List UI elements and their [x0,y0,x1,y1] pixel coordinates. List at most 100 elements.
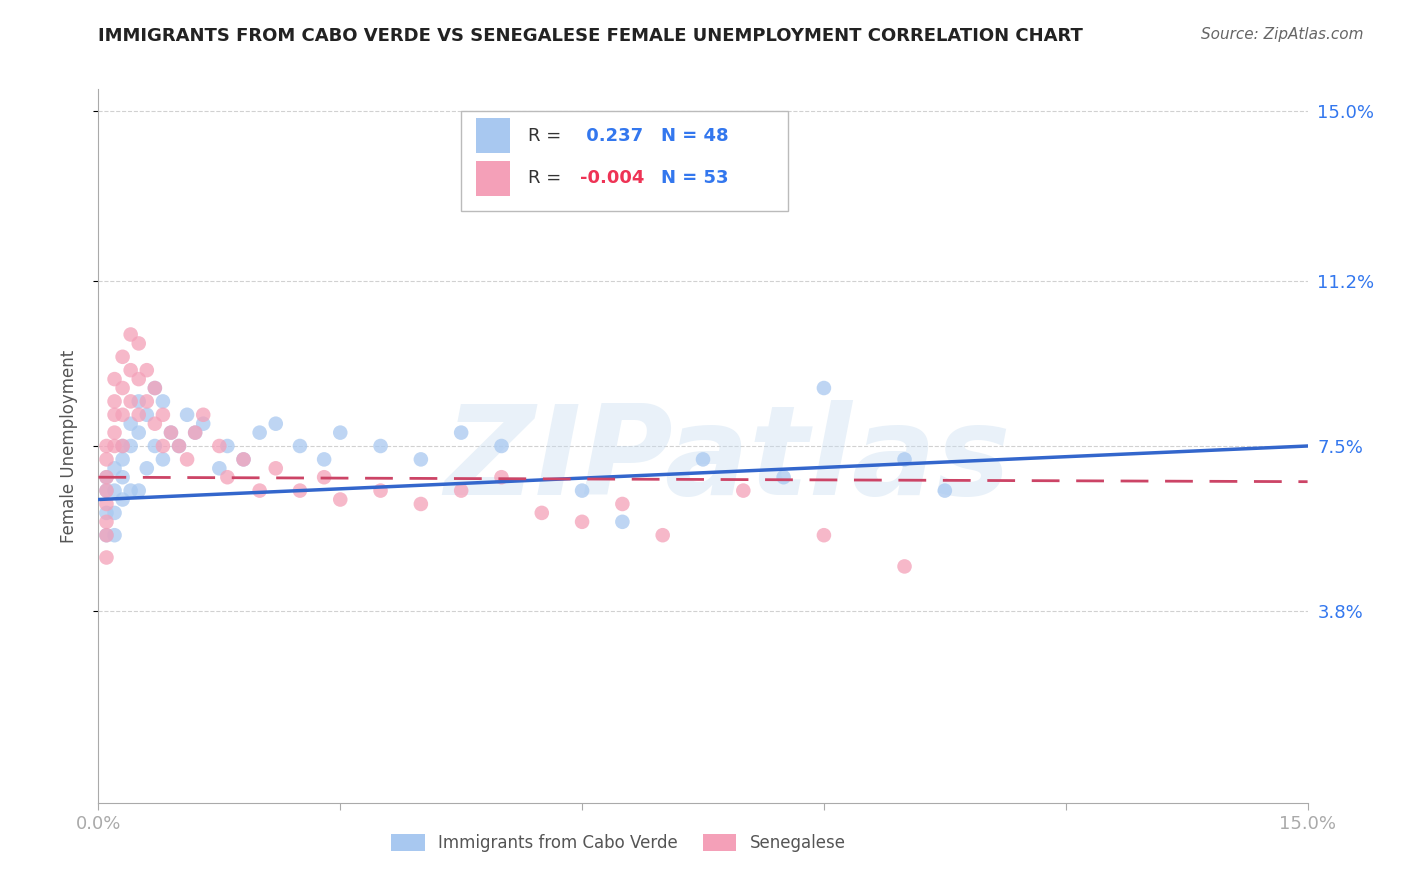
Point [571,515,593,529]
Point [128,394,150,409]
FancyBboxPatch shape [475,161,509,196]
Point [692,452,714,467]
Point [612,515,634,529]
Point [135,408,157,422]
Point [208,439,231,453]
Point [128,372,150,386]
Point [120,439,142,453]
Point [96,528,118,542]
Point [111,381,134,395]
Point [217,439,239,453]
Point [288,483,311,498]
Point [651,528,673,542]
Point [103,408,125,422]
Point [152,408,174,422]
Point [152,439,174,453]
Point [96,470,118,484]
Point [103,506,125,520]
Point [103,439,125,453]
Point [96,528,118,542]
Point [491,470,513,484]
Point [612,497,634,511]
Point [813,381,835,395]
Text: ZIPatlas: ZIPatlas [444,400,1011,521]
Point [111,408,134,422]
Point [103,372,125,386]
Point [232,452,254,467]
Point [450,425,472,440]
Point [128,483,150,498]
Text: R =: R = [527,127,567,145]
Point [111,492,134,507]
Point [96,452,118,467]
Point [314,452,336,467]
Point [249,425,271,440]
Point [160,425,183,440]
Point [120,417,142,431]
Text: Source: ZipAtlas.com: Source: ZipAtlas.com [1201,27,1364,42]
Point [111,439,134,453]
Point [409,452,432,467]
Point [370,439,392,453]
Point [96,483,118,498]
Point [314,470,336,484]
Point [160,425,183,440]
Point [772,470,794,484]
Point [733,483,755,498]
Point [329,492,352,507]
Point [96,470,118,484]
Point [176,408,198,422]
Point [103,483,125,498]
Point [128,336,150,351]
Point [217,470,239,484]
Point [135,461,157,475]
Point [370,483,392,498]
Point [143,381,166,395]
Point [184,425,207,440]
Point [96,515,118,529]
Point [167,439,190,453]
Point [143,439,166,453]
Point [111,470,134,484]
Point [120,483,142,498]
Text: N = 48: N = 48 [661,127,728,145]
Point [135,394,157,409]
Point [120,394,142,409]
Point [96,506,118,520]
Point [409,497,432,511]
Point [103,394,125,409]
Point [143,417,166,431]
Text: N = 53: N = 53 [661,169,728,187]
Point [184,425,207,440]
Point [264,461,287,475]
Text: IMMIGRANTS FROM CABO VERDE VS SENEGALESE FEMALE UNEMPLOYMENT CORRELATION CHART: IMMIGRANTS FROM CABO VERDE VS SENEGALESE… [98,27,1083,45]
Point [103,528,125,542]
Point [571,483,593,498]
Point [893,559,915,574]
Point [96,483,118,498]
Text: R =: R = [527,169,567,187]
Point [128,408,150,422]
Point [193,417,215,431]
Point [96,550,118,565]
Point [232,452,254,467]
Point [96,497,118,511]
Point [128,425,150,440]
Point [152,394,174,409]
Point [120,327,142,342]
Point [264,417,287,431]
Point [111,350,134,364]
Point [288,439,311,453]
Point [96,439,118,453]
Point [111,439,134,453]
Point [208,461,231,475]
Point [135,363,157,377]
Text: 0.237: 0.237 [579,127,643,145]
Point [491,439,513,453]
FancyBboxPatch shape [461,111,787,211]
Point [530,506,553,520]
Point [152,452,174,467]
Point [103,425,125,440]
Point [450,483,472,498]
Point [249,483,271,498]
